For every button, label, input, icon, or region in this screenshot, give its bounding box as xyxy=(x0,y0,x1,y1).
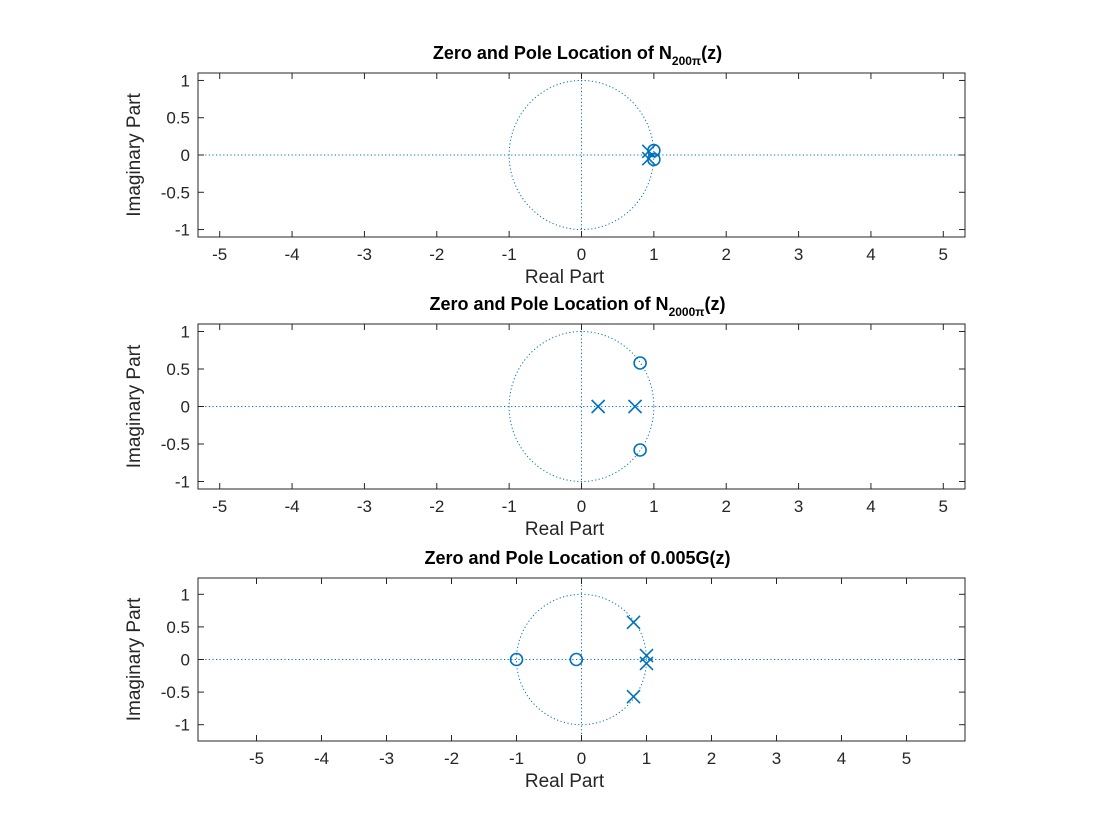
x-tick-label: -1 xyxy=(509,749,524,768)
y-tick-label: 0 xyxy=(181,398,190,417)
y-tick-label: -1 xyxy=(175,716,190,735)
pole-marker xyxy=(626,689,641,704)
plot-title: Zero and Pole Location of 0.005G(z) xyxy=(424,548,730,568)
subplot-2: -5 -4 -3 -2 -1 0 1 2 3 4 5 -1 -0.5 0 0.5 1 Real Part Imag… xyxy=(124,294,966,540)
x-tick-label: -5 xyxy=(212,245,227,264)
x-tick-label: 3 xyxy=(772,749,781,768)
x-tick-label: -5 xyxy=(249,749,264,768)
x-tick-label: 5 xyxy=(902,749,911,768)
y-tick-label: 1 xyxy=(181,585,190,604)
x-tick-label: 5 xyxy=(939,497,948,516)
pole-marker xyxy=(641,144,656,159)
x-tick-label: 2 xyxy=(721,497,730,516)
y-axis-label: Imaginary Part xyxy=(124,93,145,217)
y-tick-label: 0.5 xyxy=(166,618,190,637)
y-tick-label: -0.5 xyxy=(161,683,190,702)
pole-marker xyxy=(591,399,606,414)
subplot-3: -5 -4 -3 -2 -1 0 1 2 3 4 5 -1 -0.5 0 0.5 1 Real Part Imag… xyxy=(124,548,966,792)
unit-circle xyxy=(508,331,655,482)
y-tick-label: 1 xyxy=(181,323,190,342)
x-tick-label: 0 xyxy=(577,245,586,264)
y-tick-label: -0.5 xyxy=(161,435,190,454)
x-axis-label: Real Part xyxy=(525,771,605,792)
y-tick-label: -1 xyxy=(175,473,190,492)
x-tick-label: 4 xyxy=(866,497,875,516)
x-tick-label: -4 xyxy=(285,245,300,264)
x-tick-label: 1 xyxy=(649,245,658,264)
y-tick-label: 0.5 xyxy=(166,360,190,379)
y-tick-label: 0 xyxy=(181,651,190,670)
plot-title: Zero and Pole Location of N2000π(z) xyxy=(430,294,726,319)
x-axis-label: Real Part xyxy=(525,519,605,540)
unit-circle xyxy=(516,593,647,726)
y-tick-label: 0.5 xyxy=(166,109,190,128)
x-tick-label: -2 xyxy=(429,245,444,264)
unit-circle xyxy=(508,79,655,231)
x-tick-label: 4 xyxy=(837,749,846,768)
pole-marker xyxy=(626,615,641,630)
x-tick-label: 5 xyxy=(939,245,948,264)
zero-marker xyxy=(633,443,647,457)
x-tick-label: 0 xyxy=(577,497,586,516)
x-tick-label: 3 xyxy=(794,245,803,264)
x-tick-label: 3 xyxy=(794,497,803,516)
x-tick-label: -4 xyxy=(314,749,329,768)
pole-marker xyxy=(627,399,643,414)
y-tick-label: -0.5 xyxy=(161,183,190,202)
x-tick-label: 0 xyxy=(577,749,586,768)
x-tick-label: -2 xyxy=(444,749,459,768)
zero-marker xyxy=(509,652,524,667)
x-tick-label: -1 xyxy=(502,245,517,264)
x-tick-label: -3 xyxy=(379,749,394,768)
x-tick-label: 4 xyxy=(866,245,875,264)
y-tick-label: 0 xyxy=(181,146,190,165)
y-tick-label: 1 xyxy=(181,71,190,90)
x-tick-label: -4 xyxy=(285,497,300,516)
x-tick-label: 1 xyxy=(649,497,658,516)
zero-marker xyxy=(633,356,647,370)
y-tick-label: -1 xyxy=(175,221,190,240)
zero-marker xyxy=(569,652,584,667)
x-tick-label: -3 xyxy=(357,497,372,516)
pole-marker xyxy=(641,151,656,166)
x-axis-label: Real Part xyxy=(525,267,605,288)
plot-title: Zero and Pole Location of N200π(z) xyxy=(433,43,722,68)
y-axis-label: Imaginary Part xyxy=(124,597,145,721)
subplot-1: -5 -4 -3 -2 -1 0 1 2 3 4 5 -1 -0.5 0 0.5 1 Real Part Imag… xyxy=(124,43,966,288)
x-tick-label: 2 xyxy=(707,749,716,768)
pole-marker xyxy=(639,656,654,671)
x-tick-label: -5 xyxy=(212,497,227,516)
x-tick-label: 1 xyxy=(642,749,651,768)
x-tick-label: -1 xyxy=(502,497,517,516)
y-axis-label: Imaginary Part xyxy=(124,344,145,468)
x-tick-label: 2 xyxy=(721,245,730,264)
x-tick-label: -3 xyxy=(357,245,372,264)
x-tick-label: -2 xyxy=(429,497,444,516)
